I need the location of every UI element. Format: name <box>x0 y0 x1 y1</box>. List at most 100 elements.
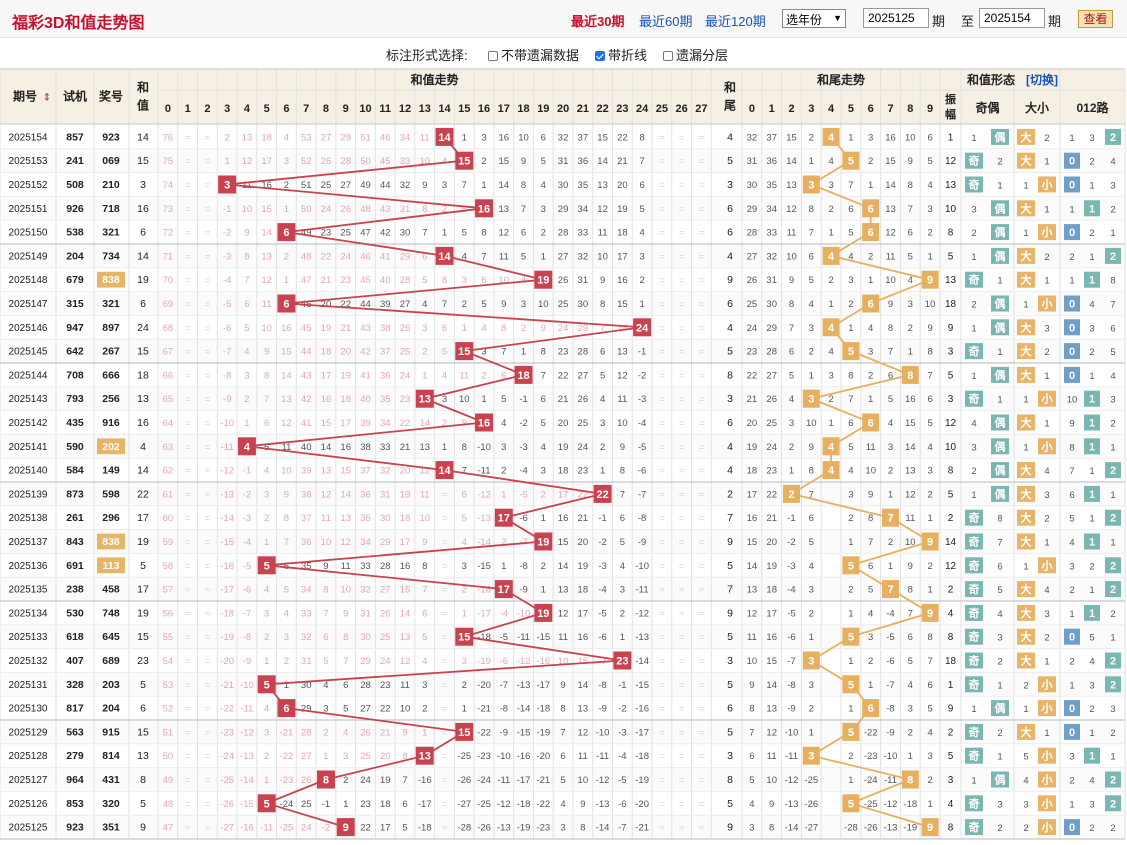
omission-cell: 9 <box>343 608 348 619</box>
tail-omission-cell: 3 <box>809 323 814 334</box>
omission-cell: = <box>699 251 705 262</box>
prize-cell: 838 <box>102 274 120 286</box>
tail-marker <box>921 603 939 622</box>
omission-cell: 26 <box>380 608 391 619</box>
sum-cell: 14 <box>137 465 149 477</box>
switch-link[interactable]: [切换] <box>1026 72 1058 87</box>
omission-cell: 6 <box>560 751 565 762</box>
odd-omission: 1 <box>971 776 976 787</box>
omission-cell: 13 <box>340 513 351 524</box>
route-omission: 2 <box>1069 776 1074 787</box>
test-cell: 857 <box>66 131 84 143</box>
sort-arrows-icon[interactable]: ⇕ <box>43 93 51 104</box>
tail-omission-cell: -11 <box>785 751 798 762</box>
omission-cell: -19 <box>536 727 550 738</box>
omission-cell: = <box>699 680 705 691</box>
checkbox-icon[interactable] <box>488 51 498 61</box>
omission-cell: 3 <box>442 180 447 191</box>
to-issue-input[interactable] <box>979 8 1045 28</box>
omission-cell: 1 <box>284 204 289 215</box>
omission-cell: -1 <box>598 513 606 524</box>
tail-marker <box>783 484 800 503</box>
year-select[interactable]: 选年份 ▼ <box>782 9 846 28</box>
test-cell: 964 <box>66 774 84 786</box>
big-badge-label: 大 <box>1021 463 1032 477</box>
tail-omission-cell: 1 <box>927 799 932 810</box>
issue-cell: 2025133 <box>9 632 48 643</box>
omission-cell: 26 <box>400 323 411 334</box>
from-issue-input[interactable] <box>863 8 929 28</box>
omission-cell: = <box>442 704 448 715</box>
omission-cell: 49 <box>163 775 174 786</box>
omission-cell: = <box>185 680 191 691</box>
tail-omission-cell: 2 <box>828 275 833 286</box>
tail-omission-cell: -7 <box>787 656 795 667</box>
tail-omission-cell: 5 <box>789 370 794 381</box>
omission-cell: 7 <box>541 370 546 381</box>
route-omission: 1 <box>1089 728 1094 739</box>
tail-omission-cell: 1 <box>927 251 932 262</box>
even-badge <box>991 295 1009 312</box>
omission-cell: = <box>699 132 705 143</box>
omission-cell: 2 <box>541 489 546 500</box>
test-cell: 923 <box>66 822 84 834</box>
issue-header[interactable]: 期号 <box>13 89 37 104</box>
route-badge <box>1105 128 1121 145</box>
odd-badge-label: 奇 <box>969 725 980 739</box>
issue-cell: 2025153 <box>9 156 48 167</box>
omission-cell: = <box>679 299 685 310</box>
amplitude-cell: 18 <box>945 656 957 667</box>
omission-cell: 14 <box>400 608 411 619</box>
omission-cell: 37 <box>301 513 312 524</box>
range-link-120[interactable]: 最近120期 <box>705 14 766 29</box>
range-link-30[interactable]: 最近30期 <box>571 14 625 29</box>
option-miss-layer[interactable]: 遗漏分层 <box>663 45 728 64</box>
query-button[interactable]: 查看 <box>1078 10 1113 28</box>
option-no-miss[interactable]: 不带遗漏数据 <box>488 45 579 64</box>
omission-cell: = <box>699 394 705 405</box>
omission-cell: 40 <box>360 394 371 405</box>
omission-cell: 42 <box>380 228 391 239</box>
tail-marker-label: 2 <box>788 489 794 501</box>
big-badge-label: 大 <box>1021 344 1032 358</box>
prize-cell: 923 <box>102 131 120 143</box>
issue-cell: 2025141 <box>9 442 48 453</box>
route-badge-label: 1 <box>1089 394 1095 406</box>
route-badge <box>1064 319 1080 336</box>
option-polyline[interactable]: 带折线 <box>595 45 647 64</box>
omission-cell: -10 <box>220 418 234 429</box>
omission-cell: 5 <box>442 347 447 358</box>
range-link-60[interactable]: 最近60期 <box>639 14 693 29</box>
omission-cell: 36 <box>578 156 589 167</box>
omission-cell: 25 <box>360 751 371 762</box>
omission-cell: = <box>185 466 191 477</box>
omission-cell: 26 <box>558 275 569 286</box>
omission-cell: -14 <box>240 775 254 786</box>
omission-cell: 54 <box>163 656 174 667</box>
omission-cell: = <box>185 370 191 381</box>
tail-column-label: 2 <box>788 103 794 115</box>
even-badge-label: 偶 <box>995 368 1006 382</box>
omission-cell: 27 <box>321 132 332 143</box>
omission-cell: = <box>442 823 448 834</box>
issue-cell: 2025147 <box>9 299 48 310</box>
tail-omission-cell: 5 <box>848 442 853 453</box>
checkbox-checked-icon[interactable] <box>595 51 605 61</box>
checkbox-icon[interactable] <box>663 51 673 61</box>
omission-cell: 23 <box>558 347 569 358</box>
tail-omission-cell: 16 <box>766 632 777 643</box>
omission-cell: = <box>442 608 448 619</box>
odd-badge <box>965 723 983 740</box>
table-body <box>0 125 1125 839</box>
test-cell: 279 <box>66 750 84 762</box>
tail-omission-cell: 5 <box>927 704 932 715</box>
tail-omission-cell: 2 <box>927 228 932 239</box>
even-omission: 8 <box>997 514 1002 525</box>
omission-cell: 11 <box>262 299 272 310</box>
omission-cell: 10 <box>518 132 529 143</box>
tail-omission-cell: 18 <box>747 466 758 477</box>
omission-cell: 31 <box>400 204 411 215</box>
omission-cell: 1 <box>462 704 467 715</box>
big-omission: 3 <box>1023 799 1028 810</box>
tail-omission-cell: 6 <box>908 632 913 643</box>
